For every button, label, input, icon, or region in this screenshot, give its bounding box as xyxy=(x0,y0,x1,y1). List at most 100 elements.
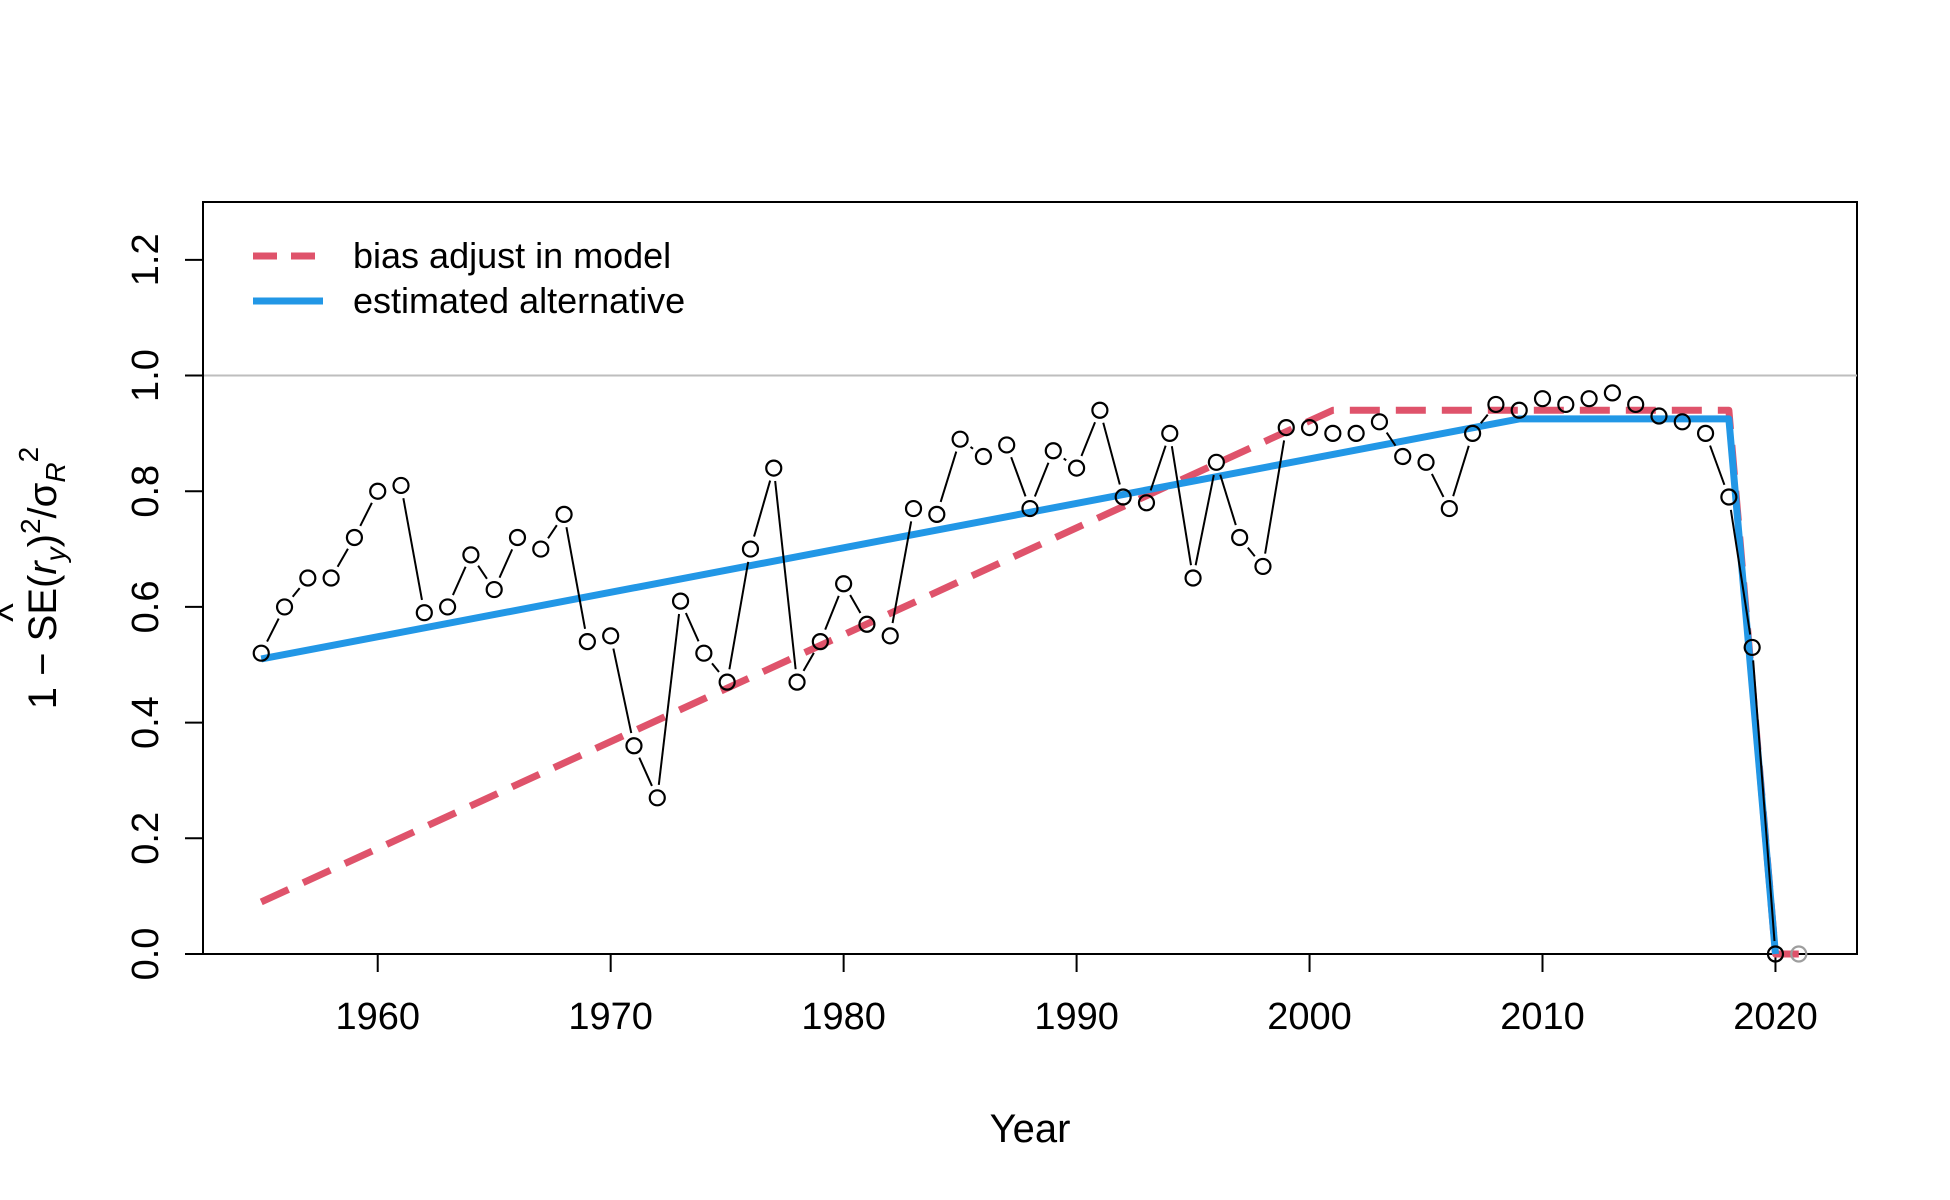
data-point xyxy=(369,482,387,500)
data-point xyxy=(1021,499,1039,518)
point-connector xyxy=(1194,474,1215,566)
data-point xyxy=(1370,413,1389,431)
point-connector xyxy=(291,587,301,598)
data-point xyxy=(462,546,480,564)
data-point xyxy=(1067,459,1086,477)
data-point xyxy=(881,627,899,645)
data-point xyxy=(1324,424,1342,442)
ylabel-r-sub: y xyxy=(40,545,71,563)
data-point xyxy=(1044,442,1062,460)
data-point xyxy=(1720,488,1738,506)
data-point xyxy=(345,528,364,547)
point-connector xyxy=(1264,440,1286,554)
data-point xyxy=(485,580,503,599)
ylabel-sigma-sub: R xyxy=(40,462,71,482)
data-point xyxy=(974,447,993,466)
point-connector xyxy=(1063,457,1067,462)
point-connector xyxy=(728,561,750,670)
ylabel-r: r xyxy=(21,560,65,575)
point-connector xyxy=(565,526,587,630)
data-point xyxy=(1533,390,1552,408)
data-point xyxy=(1603,384,1621,402)
y-tick-label: 0.2 xyxy=(125,812,167,865)
data-point xyxy=(1743,638,1761,657)
point-connector xyxy=(802,652,815,672)
point-connector xyxy=(1102,422,1121,485)
x-tick-label: 2020 xyxy=(1733,996,1818,1038)
point-connector xyxy=(1385,432,1397,447)
legend-label-bias-adjust: bias adjust in model xyxy=(353,235,671,276)
legend-label-estimated: estimated alternative xyxy=(353,280,685,321)
data-point xyxy=(252,644,270,662)
data-point xyxy=(718,673,736,691)
point-connector xyxy=(359,502,373,527)
data-point xyxy=(1207,453,1225,471)
y-axis: 0.0 0.2 0.4 0.6 0.8 1.0 1.2 xyxy=(125,233,204,980)
point-connector xyxy=(1010,456,1027,497)
data-point xyxy=(1254,557,1272,576)
data-point xyxy=(532,540,550,558)
legend: bias adjust in model estimated alternati… xyxy=(253,235,685,321)
point-connector xyxy=(477,565,488,580)
point-connector xyxy=(711,662,720,673)
y-tick-label: 1.2 xyxy=(125,233,167,286)
point-connector xyxy=(684,612,700,642)
data-point xyxy=(1114,488,1132,506)
ylabel-sq2: 2 xyxy=(13,447,44,463)
data-point xyxy=(765,459,783,477)
point-connector xyxy=(498,548,514,579)
point-connector xyxy=(1430,473,1445,498)
data-point xyxy=(439,598,457,616)
series-bias-adjust-line xyxy=(259,406,1799,958)
point-connector xyxy=(1752,660,1776,942)
point-connector xyxy=(1080,421,1096,457)
point-connector xyxy=(1729,509,1752,635)
y-axis-title: 1 − SE(ry)2/σR2 ^ xyxy=(0,447,71,709)
data-point xyxy=(1440,499,1458,518)
data-point xyxy=(1627,395,1645,414)
data-point xyxy=(1184,569,1202,587)
data-point xyxy=(508,528,527,547)
point-connector xyxy=(1149,445,1167,491)
data-point xyxy=(648,789,666,807)
x-axis: 1960 1970 1980 1990 2000 2010 2020 xyxy=(335,953,1818,1038)
y-tick-label: 0.8 xyxy=(125,465,167,518)
ylabel-close: ) xyxy=(21,534,65,547)
data-point xyxy=(1137,494,1156,512)
data-point xyxy=(835,575,853,593)
data-point xyxy=(392,476,410,495)
data-point xyxy=(1766,945,1785,963)
point-connector xyxy=(452,566,467,596)
ylabel-hat: ^ xyxy=(0,603,35,622)
point-connector xyxy=(969,446,974,450)
point-connector xyxy=(1247,547,1256,557)
point-connector xyxy=(1479,413,1489,424)
data-point xyxy=(1580,390,1598,408)
data-point xyxy=(299,569,317,587)
point-connector xyxy=(939,451,958,503)
point-connector xyxy=(849,594,862,614)
point-connector xyxy=(774,480,797,670)
ylabel-sq1: 2 xyxy=(15,518,46,534)
x-tick-label: 1980 xyxy=(801,996,886,1038)
point-connector xyxy=(1170,446,1192,566)
data-point xyxy=(951,430,969,448)
data-point xyxy=(1464,424,1482,442)
point-connector xyxy=(657,613,681,786)
point-connector xyxy=(612,648,633,734)
data-point xyxy=(998,436,1016,454)
x-tick-label: 1970 xyxy=(568,996,653,1038)
point-connector xyxy=(824,595,840,630)
points-layer xyxy=(252,384,1808,963)
data-point xyxy=(1650,407,1668,425)
point-connector xyxy=(1033,462,1050,497)
y-tick-label: 1.0 xyxy=(125,349,167,402)
data-point xyxy=(1696,424,1715,442)
data-point xyxy=(858,615,876,633)
data-point xyxy=(275,598,294,616)
data-point xyxy=(602,627,620,645)
point-connector xyxy=(638,757,653,787)
x-tick-label: 2000 xyxy=(1267,996,1352,1038)
data-point xyxy=(904,499,923,518)
x-tick-label: 1990 xyxy=(1034,996,1119,1038)
